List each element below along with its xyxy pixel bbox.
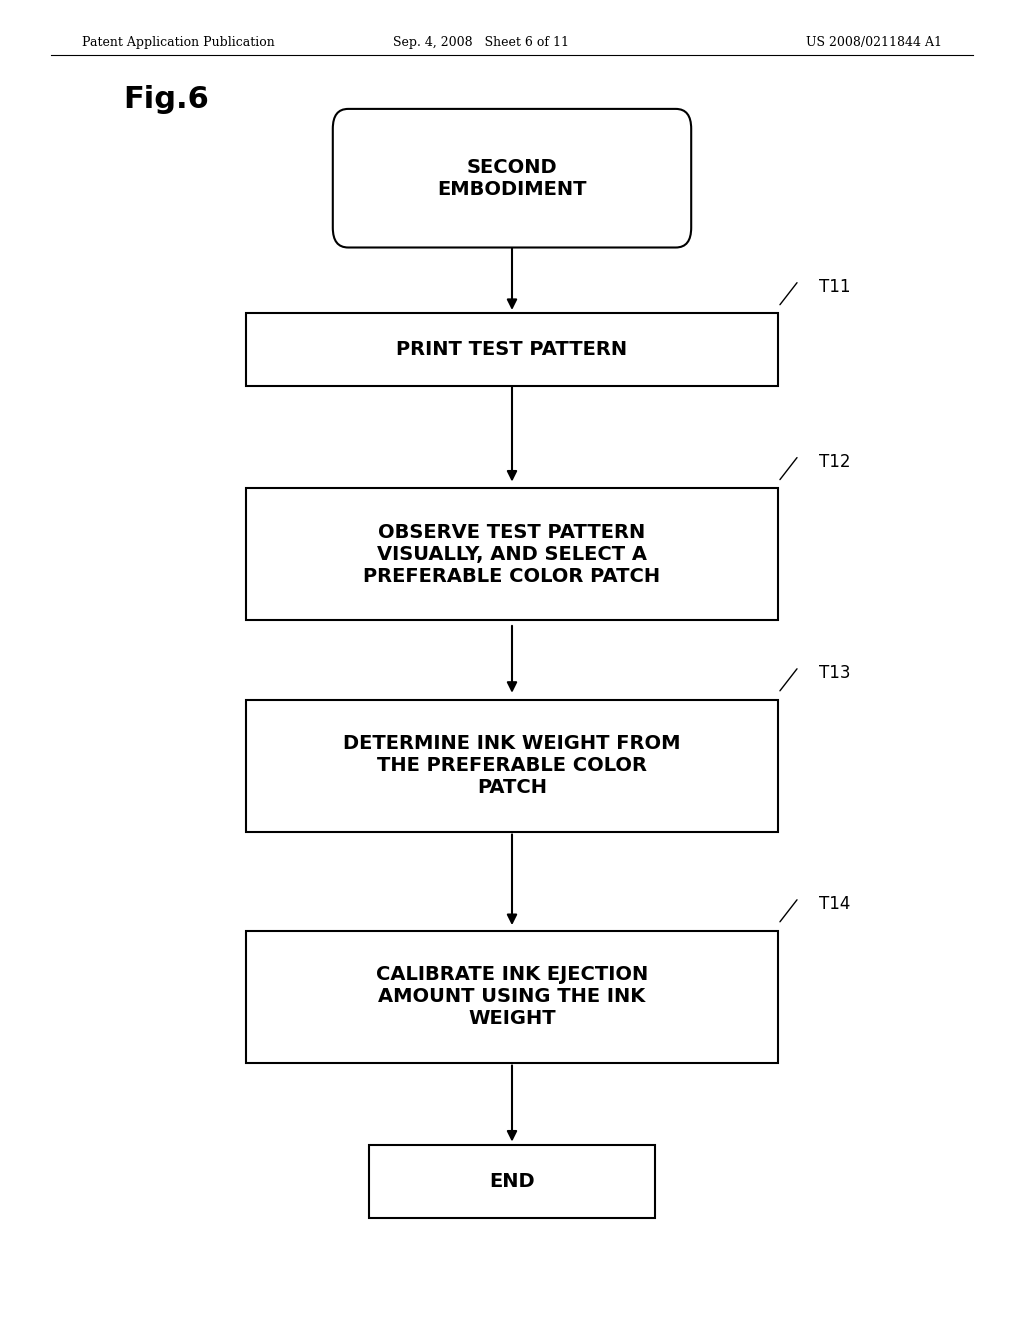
- FancyBboxPatch shape: [246, 313, 778, 385]
- Text: SECOND
EMBODIMENT: SECOND EMBODIMENT: [437, 157, 587, 199]
- FancyBboxPatch shape: [333, 110, 691, 248]
- Text: Fig.6: Fig.6: [123, 84, 209, 114]
- Text: CALIBRATE INK EJECTION
AMOUNT USING THE INK
WEIGHT: CALIBRATE INK EJECTION AMOUNT USING THE …: [376, 965, 648, 1028]
- FancyBboxPatch shape: [246, 931, 778, 1063]
- Text: US 2008/0211844 A1: US 2008/0211844 A1: [806, 36, 942, 49]
- Text: Patent Application Publication: Patent Application Publication: [82, 36, 274, 49]
- FancyBboxPatch shape: [246, 488, 778, 620]
- Text: T11: T11: [819, 279, 851, 296]
- Text: T14: T14: [819, 895, 851, 913]
- FancyBboxPatch shape: [246, 700, 778, 832]
- Text: OBSERVE TEST PATTERN
VISUALLY, AND SELECT A
PREFERABLE COLOR PATCH: OBSERVE TEST PATTERN VISUALLY, AND SELEC…: [364, 523, 660, 586]
- FancyBboxPatch shape: [369, 1144, 655, 1217]
- Text: PRINT TEST PATTERN: PRINT TEST PATTERN: [396, 341, 628, 359]
- Text: T12: T12: [819, 453, 851, 471]
- Text: DETERMINE INK WEIGHT FROM
THE PREFERABLE COLOR
PATCH: DETERMINE INK WEIGHT FROM THE PREFERABLE…: [343, 734, 681, 797]
- Text: END: END: [489, 1172, 535, 1191]
- Text: T13: T13: [819, 664, 851, 682]
- Text: Sep. 4, 2008   Sheet 6 of 11: Sep. 4, 2008 Sheet 6 of 11: [393, 36, 569, 49]
